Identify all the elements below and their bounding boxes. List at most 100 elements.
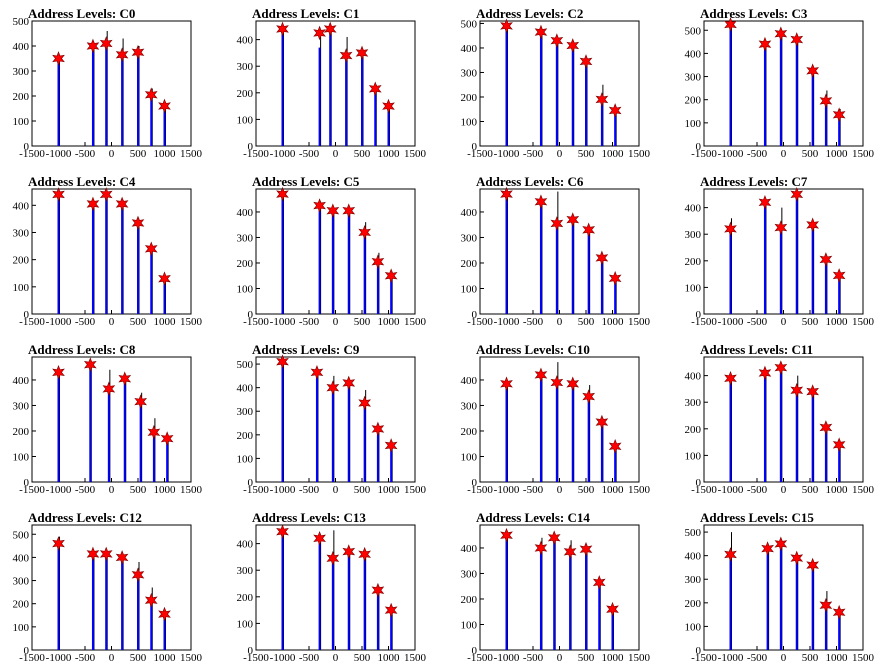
star-marker bbox=[582, 389, 596, 404]
bar bbox=[121, 205, 124, 314]
bar bbox=[57, 58, 60, 146]
star-marker bbox=[774, 26, 788, 42]
bar bbox=[361, 52, 363, 146]
bar bbox=[838, 115, 841, 146]
star-marker bbox=[144, 87, 158, 103]
chart-svg: 0 100 200 300 400 -1500 -1000 -500 0 500 1000 1500 bbox=[237, 20, 427, 160]
bar bbox=[121, 557, 124, 650]
bar bbox=[163, 615, 166, 650]
star-marker bbox=[774, 220, 788, 235]
star-marker bbox=[806, 217, 820, 233]
x-tick-label: 1500 bbox=[852, 652, 875, 664]
bar bbox=[795, 388, 798, 482]
star-marker bbox=[563, 544, 577, 560]
bar bbox=[611, 609, 614, 650]
plot-frame bbox=[479, 524, 640, 651]
star-marker bbox=[724, 221, 737, 237]
x-tick-label: -1000 bbox=[494, 316, 520, 328]
x-tick-label: -500 bbox=[299, 148, 320, 160]
star-marker bbox=[102, 381, 116, 397]
chart-panel: Address Levels: C15 0 100 200 300 400 500 -1500… bbox=[672, 504, 896, 672]
bar bbox=[105, 43, 108, 146]
y-tick-label: 200 bbox=[13, 255, 30, 267]
bar bbox=[107, 390, 110, 482]
x-tick-label: 1000 bbox=[378, 652, 401, 664]
x-tick-label: 0 bbox=[557, 148, 563, 160]
bar bbox=[281, 194, 284, 314]
star-marker bbox=[158, 271, 171, 287]
x-tick-label: -500 bbox=[299, 316, 320, 328]
star-marker bbox=[355, 45, 369, 61]
y-tick-label: 100 bbox=[237, 283, 254, 295]
star-marker bbox=[382, 98, 395, 114]
x-tick-label: -1500 bbox=[691, 652, 717, 664]
star-marker bbox=[99, 187, 113, 202]
bar bbox=[363, 404, 366, 482]
x-tick-label: 500 bbox=[354, 484, 371, 496]
star-marker bbox=[534, 24, 548, 40]
bar bbox=[571, 219, 574, 314]
bar bbox=[374, 90, 377, 146]
bar bbox=[89, 364, 92, 482]
x-tick-label: -1500 bbox=[19, 316, 45, 328]
x-tick-label: -1500 bbox=[467, 652, 493, 664]
star-marker bbox=[832, 268, 846, 283]
star-marker bbox=[579, 541, 593, 557]
bar bbox=[779, 32, 782, 146]
x-tick-label: 0 bbox=[557, 652, 563, 664]
bar bbox=[363, 229, 366, 314]
star-marker bbox=[550, 216, 564, 231]
y-tick-label: 500 bbox=[237, 359, 254, 371]
y-tick-label: 300 bbox=[461, 232, 478, 244]
x-tick-label: -500 bbox=[523, 316, 544, 328]
x-tick-label: 1000 bbox=[826, 484, 849, 496]
x-tick-label: 1000 bbox=[826, 148, 849, 160]
bar bbox=[824, 260, 827, 314]
bar bbox=[318, 47, 321, 146]
y-tick-label: 200 bbox=[461, 258, 478, 270]
star-marker bbox=[595, 250, 609, 266]
star-marker bbox=[52, 51, 65, 66]
bar bbox=[281, 530, 284, 650]
x-tick-label: 1500 bbox=[180, 148, 203, 160]
x-tick-label: -500 bbox=[75, 652, 96, 664]
chart-title: Address Levels: C5 bbox=[252, 174, 360, 189]
chart-title: Address Levels: C14 bbox=[476, 510, 590, 525]
chart-panel: Address Levels: C7 0 100 200 300 400 -1500 -100… bbox=[672, 168, 896, 336]
bar bbox=[587, 397, 590, 482]
bar bbox=[387, 106, 390, 146]
y-tick-label: 0 bbox=[248, 141, 254, 153]
bar bbox=[585, 62, 587, 146]
chart-title: Address Levels: C15 bbox=[700, 510, 814, 525]
star-marker bbox=[326, 550, 340, 566]
x-tick-label: -1500 bbox=[243, 148, 269, 160]
bar bbox=[281, 28, 284, 147]
chart-svg: 0 100 200 300 400 -1500 -1000 -500 0 500 1000 1500 bbox=[685, 186, 875, 328]
y-tick-label: 200 bbox=[685, 598, 702, 610]
y-tick-label: 400 bbox=[13, 375, 30, 387]
bar bbox=[363, 554, 366, 650]
y-tick-label: 100 bbox=[461, 451, 478, 463]
y-tick-label: 100 bbox=[13, 622, 30, 634]
y-tick-label: 200 bbox=[461, 426, 478, 438]
bar bbox=[105, 194, 108, 314]
bar bbox=[505, 25, 508, 146]
x-tick-label: 1000 bbox=[378, 148, 401, 160]
star-marker bbox=[806, 63, 820, 79]
star-marker bbox=[384, 602, 398, 618]
x-tick-label: 500 bbox=[578, 148, 595, 160]
star-marker bbox=[550, 375, 564, 390]
bar bbox=[824, 428, 827, 482]
star-marker bbox=[144, 592, 158, 608]
x-tick-label: 1500 bbox=[404, 652, 427, 664]
bar bbox=[555, 40, 558, 146]
y-tick-label: 400 bbox=[685, 203, 702, 215]
bar bbox=[57, 372, 60, 482]
bar bbox=[729, 378, 732, 482]
x-tick-label: 1000 bbox=[602, 652, 625, 664]
y-tick-label: 200 bbox=[237, 88, 254, 100]
chart-title: Address Levels: C13 bbox=[252, 510, 366, 525]
x-tick-label: -1500 bbox=[691, 484, 717, 496]
star-marker bbox=[276, 21, 289, 37]
